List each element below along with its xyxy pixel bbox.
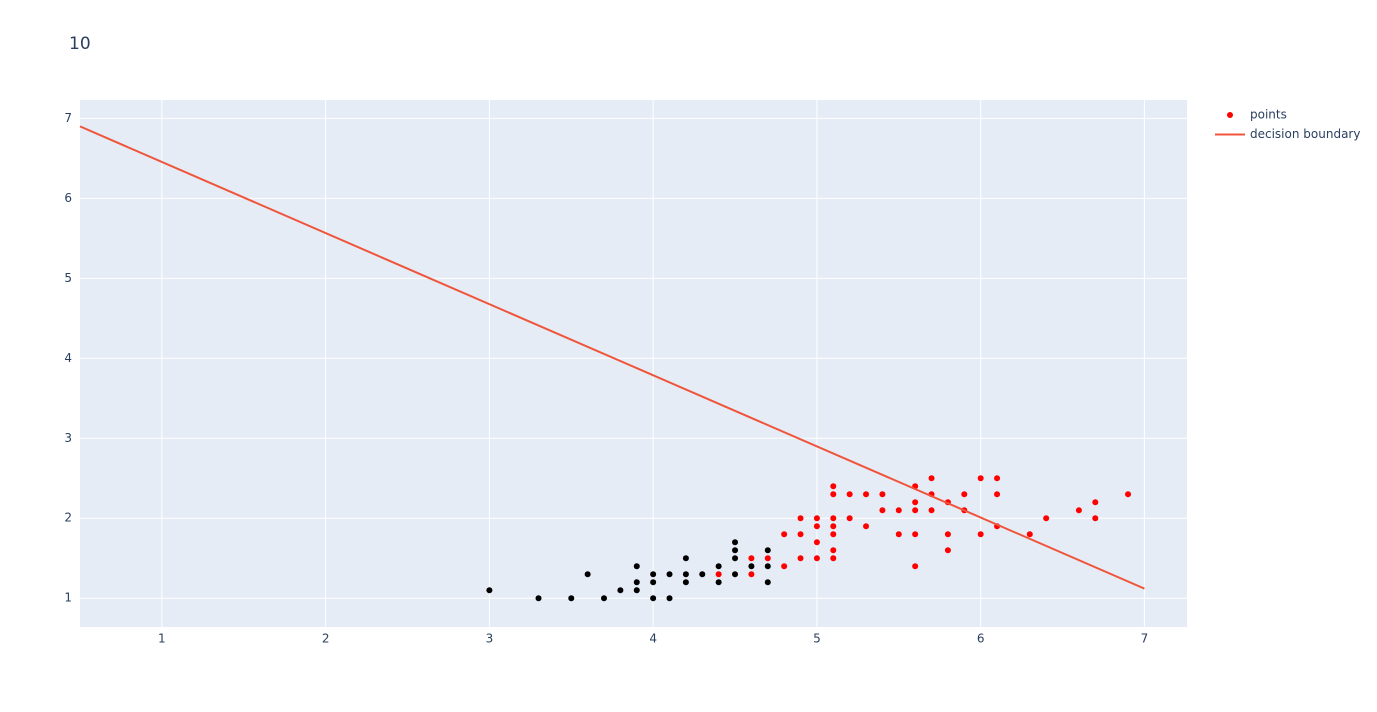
x-tick-label: 6 <box>977 632 985 646</box>
x-tick-label: 2 <box>322 632 330 646</box>
x-tick-label: 4 <box>649 632 657 646</box>
point <box>682 579 689 586</box>
point <box>797 531 804 538</box>
point <box>764 555 771 562</box>
point <box>830 515 837 522</box>
point <box>682 555 689 562</box>
x-tick-label: 5 <box>813 632 821 646</box>
point <box>879 491 886 498</box>
point <box>944 531 951 538</box>
point <box>781 563 788 570</box>
point <box>715 571 722 578</box>
point <box>1075 507 1082 514</box>
point <box>895 531 902 538</box>
point <box>944 547 951 554</box>
point <box>912 563 919 570</box>
point <box>846 491 853 498</box>
point <box>830 531 837 538</box>
legend-label: points <box>1250 108 1287 122</box>
line <box>79 125 1145 590</box>
point <box>846 515 853 522</box>
point <box>732 555 739 562</box>
y-tick-label: 3 <box>64 431 72 445</box>
point <box>715 563 722 570</box>
y-tick-label: 2 <box>64 511 72 525</box>
y-tick-label: 6 <box>64 191 72 205</box>
point <box>912 507 919 514</box>
point <box>732 547 739 554</box>
legend-symbol <box>1227 112 1233 118</box>
point <box>879 507 886 514</box>
point <box>863 491 870 498</box>
point <box>666 595 673 602</box>
y-tick-label: 1 <box>64 591 72 605</box>
plot-area <box>80 100 1187 627</box>
point <box>633 563 640 570</box>
point <box>830 483 837 490</box>
point <box>535 595 542 602</box>
point <box>994 491 1001 498</box>
point <box>748 563 755 570</box>
point <box>1125 491 1132 498</box>
point <box>830 555 837 562</box>
point <box>764 579 771 586</box>
point <box>830 491 837 498</box>
point <box>895 507 902 514</box>
point <box>732 539 739 546</box>
point <box>617 587 624 594</box>
point <box>764 547 771 554</box>
point <box>1092 499 1099 506</box>
point <box>633 579 640 586</box>
x-tick-label: 3 <box>486 632 494 646</box>
point <box>486 587 493 594</box>
point <box>928 507 935 514</box>
x-tick-label: 7 <box>1141 632 1149 646</box>
point <box>781 531 788 538</box>
point <box>1043 515 1050 522</box>
point <box>830 523 837 530</box>
y-tick-label: 4 <box>64 351 72 365</box>
point <box>813 539 820 546</box>
point <box>977 475 984 482</box>
legend-label: decision boundary <box>1250 127 1360 141</box>
point <box>813 515 820 522</box>
y-tick-label: 7 <box>64 111 72 125</box>
point <box>732 571 739 578</box>
point <box>797 515 804 522</box>
point <box>715 579 722 586</box>
point <box>912 499 919 506</box>
point <box>650 579 657 586</box>
point <box>994 475 1001 482</box>
point <box>928 475 935 482</box>
point <box>584 571 591 578</box>
chart-title: 10 <box>69 34 91 54</box>
point <box>863 523 870 530</box>
point <box>601 595 608 602</box>
point <box>748 571 755 578</box>
point <box>682 571 689 578</box>
point <box>813 555 820 562</box>
point <box>912 531 919 538</box>
point <box>977 531 984 538</box>
x-tick-label: 1 <box>158 632 166 646</box>
point <box>1092 515 1099 522</box>
point <box>961 491 968 498</box>
y-tick-label: 5 <box>64 271 72 285</box>
point <box>666 571 673 578</box>
point <box>633 587 640 594</box>
point <box>650 595 657 602</box>
point <box>764 563 771 570</box>
point <box>748 555 755 562</box>
point <box>699 571 706 578</box>
point <box>797 555 804 562</box>
point <box>1026 531 1033 538</box>
point <box>650 571 657 578</box>
point <box>568 595 575 602</box>
point <box>830 547 837 554</box>
point <box>813 523 820 530</box>
